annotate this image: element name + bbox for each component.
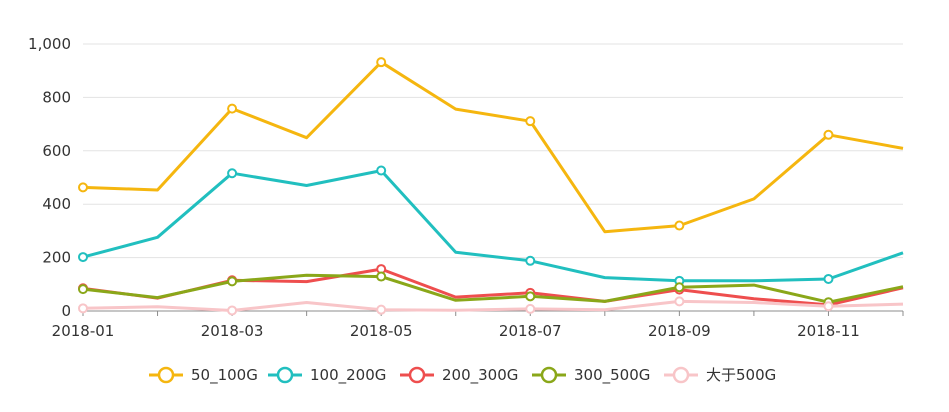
data-point <box>227 103 238 114</box>
data-point <box>823 301 834 312</box>
data-point <box>525 303 536 314</box>
grid-lines <box>83 43 903 312</box>
x-tick-label: 2018-07 <box>499 322 562 340</box>
legend-item[interactable]: 大于500G <box>664 366 776 384</box>
legend-item[interactable]: 100_200G <box>268 366 386 385</box>
legend-swatch-marker <box>540 366 558 384</box>
data-point <box>227 276 238 287</box>
y-tick-label: 200 <box>42 249 71 267</box>
legend-item[interactable]: 200_300G <box>400 366 518 385</box>
data-point <box>227 305 238 316</box>
series-line <box>82 60 904 234</box>
data-point <box>674 220 685 231</box>
data-point <box>376 304 387 315</box>
x-tick-label: 2018-05 <box>350 322 413 340</box>
x-tick-label: 2018-11 <box>797 322 860 340</box>
legend-label: 200_300G <box>442 366 518 385</box>
series-2 <box>78 165 904 286</box>
legend-label: 300_500G <box>574 366 650 385</box>
legend-item[interactable]: 50_100G <box>149 366 258 385</box>
series-line <box>82 299 904 312</box>
legend-swatch-marker <box>157 366 175 384</box>
series-1 <box>78 57 904 234</box>
series-line <box>82 273 904 304</box>
series-lines <box>78 57 904 316</box>
legend-label: 大于500G <box>706 366 776 384</box>
data-point <box>525 255 536 266</box>
y-tick-label: 600 <box>42 142 71 160</box>
x-axis: 2018-01 2018-03 2018-05 2018-07 2018-09 2018-… <box>52 311 904 340</box>
legend-swatch-marker <box>276 366 294 384</box>
legend-label: 100_200G <box>310 366 386 385</box>
y-tick-label: 1,000 <box>28 35 71 53</box>
data-point <box>376 271 387 282</box>
legend-label: 50_100G <box>191 366 258 385</box>
x-tick-label: 2018-03 <box>201 322 264 340</box>
data-point <box>227 168 238 179</box>
x-tick-label: 2018-01 <box>52 322 115 340</box>
data-point <box>525 291 536 302</box>
data-point <box>78 284 88 295</box>
data-point <box>78 252 88 263</box>
legend-swatch-marker <box>672 366 690 384</box>
data-point <box>376 57 387 68</box>
legend-swatch-marker <box>408 366 426 384</box>
data-point <box>823 273 834 284</box>
y-axis-ticks: 0 200 400 600 800 1,000 <box>28 35 71 320</box>
y-tick-label: 800 <box>42 88 71 106</box>
legend[interactable]: 50_100G 100_200G 200_300G 300_500G 大于500G <box>149 366 776 385</box>
data-point <box>674 282 685 293</box>
data-point <box>376 165 387 176</box>
data-point <box>78 303 88 314</box>
x-tick-label: 2018-09 <box>648 322 711 340</box>
y-tick-label: 0 <box>61 302 71 320</box>
data-point <box>78 182 88 193</box>
data-point <box>674 296 685 307</box>
data-point <box>525 116 536 127</box>
y-tick-label: 400 <box>42 195 71 213</box>
legend-item[interactable]: 300_500G <box>532 366 650 385</box>
series-5 <box>78 296 904 316</box>
series-line <box>82 169 904 283</box>
data-point <box>823 129 834 140</box>
